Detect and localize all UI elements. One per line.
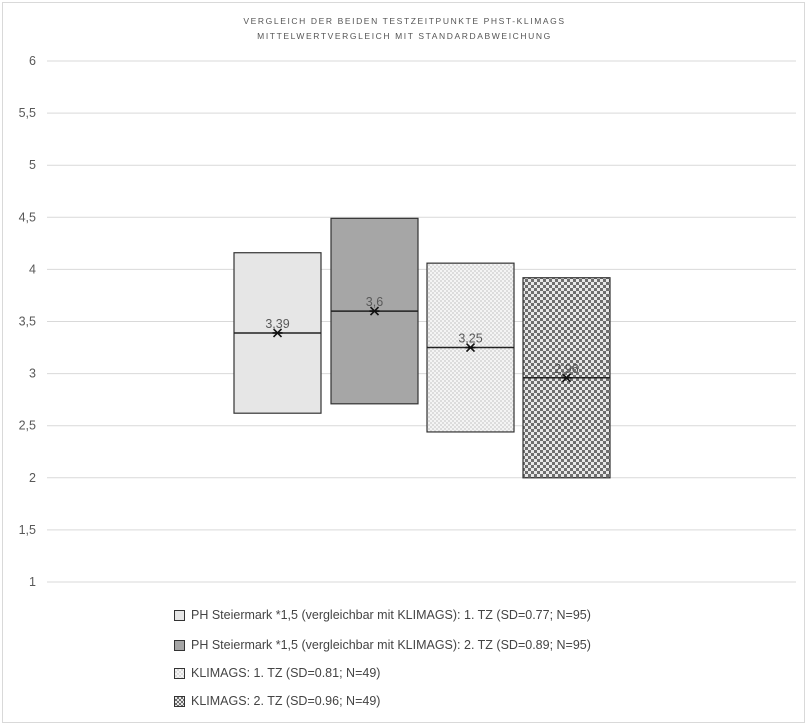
y-tick-label: 6 (29, 54, 36, 68)
mean-marker (272, 328, 283, 338)
legend-swatch (174, 695, 185, 707)
legend-label: KLIMAGS: 1. TZ (SD=0.81; N=49) (191, 666, 381, 680)
mean-data-label: 3,6 (366, 295, 383, 309)
legend-label: PH Steiermark *1,5 (vergleichbar mit KLI… (191, 608, 591, 622)
mean-data-label: 3,39 (265, 317, 289, 331)
legend-label: PH Steiermark *1,5 (vergleichbar mit KLI… (191, 638, 591, 652)
plot-area: 3,39 3,6 3,25 2,96 (233, 217, 611, 479)
grid (47, 60, 796, 583)
y-tick-label: 2 (29, 471, 36, 485)
mean-data-label: 3,25 (458, 332, 482, 346)
legend-item: PH Steiermark *1,5 (vergleichbar mit KLI… (174, 607, 591, 623)
y-tick-label: 4,5 (19, 210, 36, 224)
mean-marker (465, 342, 476, 353)
legend-swatch (174, 667, 185, 679)
y-tick-label: 2,5 (19, 419, 36, 433)
y-tick-label: 4 (29, 262, 36, 276)
y-axis: 1 1,5 2 2,5 3 3,5 4 4,5 5 5,5 6 (19, 54, 36, 589)
y-tick-label: 5,5 (19, 106, 36, 120)
chart-title: VERGLEICH DER BEIDEN TESTZEITPUNKTE PHST… (243, 16, 566, 26)
y-tick-label: 3,5 (19, 315, 36, 329)
legend-item: KLIMAGS: 1. TZ (SD=0.81; N=49) (174, 665, 380, 681)
legend-item: PH Steiermark *1,5 (vergleichbar mit KLI… (174, 637, 591, 653)
y-tick-label: 1,5 (19, 523, 36, 537)
y-tick-label: 3 (29, 367, 36, 381)
chart-subtitle: MITTELWERTVERGLEICH MIT STANDARDABWEICHU… (257, 31, 552, 41)
mean-marker (369, 306, 380, 316)
legend-item: KLIMAGS: 2. TZ (SD=0.96; N=49) (174, 693, 380, 709)
y-tick-label: 5 (29, 158, 36, 172)
legend-swatch (174, 609, 185, 621)
mean-marker (561, 373, 572, 383)
mean-data-label: 2,96 (554, 362, 578, 376)
legend-label: KLIMAGS: 2. TZ (SD=0.96; N=49) (191, 694, 381, 708)
y-tick-label: 1 (29, 575, 36, 589)
legend-swatch (174, 639, 185, 651)
